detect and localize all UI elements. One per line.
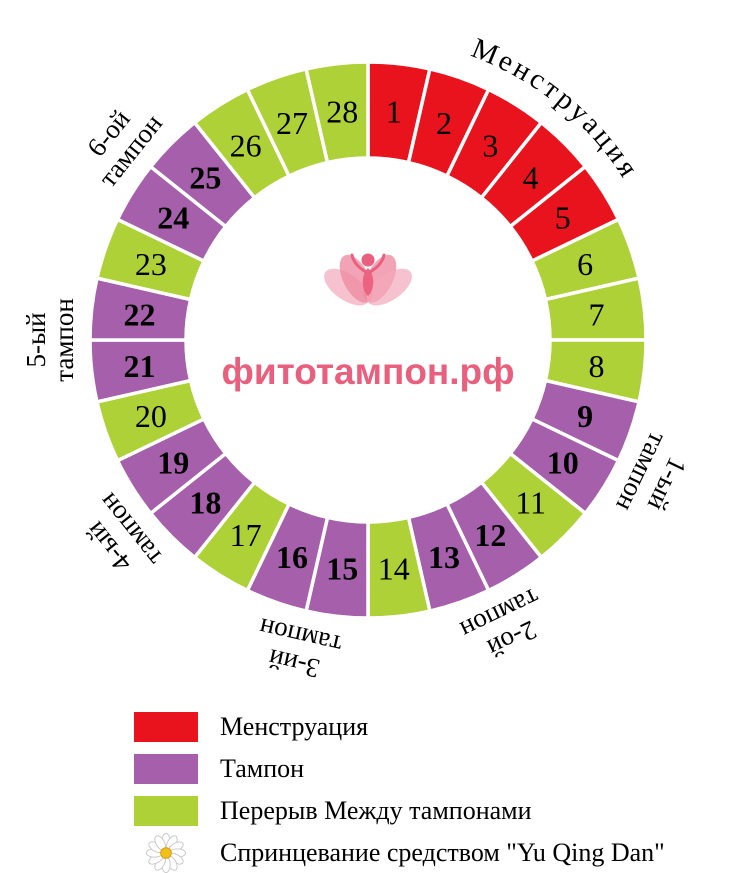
brand-text: фитотампон.рф [221,351,514,392]
legend-label-douching: Спринцевание средством "Yu Qing Dan" [220,838,665,867]
logo-petal [366,268,412,306]
day-number-13: 13 [428,539,460,575]
day-number-1: 1 [386,93,402,129]
day-number-19: 19 [157,444,189,480]
day-number-27: 27 [276,105,308,141]
day-number-26: 26 [230,127,262,163]
cycle-wheel: 1 234567891011121314151617181920212223242… [21,32,693,684]
daisy-center [160,847,172,859]
legend-label-menstruation: Менструация [220,712,369,741]
day-number-24: 24 [157,200,189,236]
legend: Менструация Тампон Перерыв Между тампона… [134,712,665,873]
day-number-14: 14 [378,551,410,587]
day-number-3: 3 [482,127,498,163]
label-tampon-line1: 5-ый [21,312,51,367]
logo-figure-arm-left [350,253,368,274]
day-number-9: 9 [577,398,593,434]
day-number-16: 16 [276,539,308,575]
day-number-15: 15 [326,551,358,587]
day-number-2: 2 [436,105,452,141]
day-number-28: 28 [326,93,358,129]
day-number-11: 11 [515,485,546,521]
daisy-icon [146,833,186,873]
day-number-23: 23 [135,246,167,282]
legend-item-tampon: Тампон [134,754,665,784]
logo-figure-arm-right [368,253,386,274]
legend-swatch-menstruation [134,712,198,742]
day-number-17: 17 [230,517,262,553]
day-number-12: 12 [474,517,506,553]
legend-label-break: Перерыв Между тампонами [220,796,532,825]
logo-figure-body [362,268,374,296]
day-number-5: 5 [555,200,571,236]
day-number-25: 25 [189,159,221,195]
daisy-icon-wrap [134,833,198,873]
day-segment-28 [304,60,370,165]
legend-swatch-tampon [134,754,198,784]
legend-item-douching: Спринцевание средством "Yu Qing Dan" [134,833,665,873]
day-number-10: 10 [547,444,579,480]
day-number-8: 8 [589,348,605,384]
brand-logo [324,253,412,306]
day-number-21: 21 [123,348,155,384]
day-number-4: 4 [523,159,539,195]
logo-figure-head [361,253,375,267]
legend-swatch-break [134,796,198,826]
day-number-20: 20 [135,398,167,434]
legend-item-break: Перерыв Между тампонами [134,796,665,826]
legend-item-menstruation: Менструация [134,712,665,742]
label-tampon-line2: тампон [49,298,79,382]
legend-label-tampon: Тампон [220,754,305,783]
day-number-18: 18 [189,485,221,521]
day-number-22: 22 [123,296,155,332]
day-number-6: 6 [577,246,593,282]
day-number-7: 7 [589,296,605,332]
